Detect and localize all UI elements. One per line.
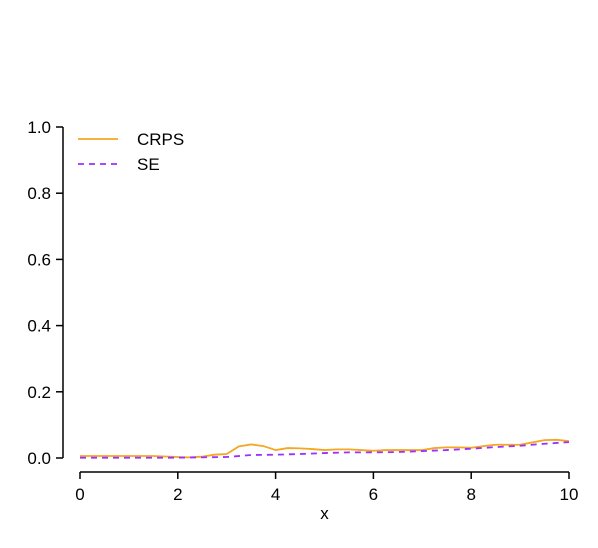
legend-label-se: SE — [137, 155, 160, 174]
series-line-crps — [80, 438, 570, 459]
series-line-se — [80, 441, 570, 459]
y-tick-label: 0.8 — [27, 184, 51, 203]
x-tick-label: 8 — [466, 485, 475, 504]
y-tick-label: 0.6 — [27, 250, 51, 269]
series-layer — [80, 438, 570, 459]
y-axis: 0.0 0.2 0.4 0.6 0.8 1.0 — [27, 118, 64, 468]
x-tick-label: 4 — [271, 485, 280, 504]
x-tick-label: 6 — [369, 485, 378, 504]
y-tick-label: 0.4 — [27, 317, 51, 336]
y-tick-label: 1.0 — [27, 118, 51, 137]
x-tick-label: 10 — [560, 485, 579, 504]
legend: CRPS SE — [78, 130, 184, 174]
x-axis: 0 2 4 6 8 10 — [75, 471, 579, 504]
x-tick-label: 0 — [75, 485, 84, 504]
legend-label-crps: CRPS — [137, 130, 184, 149]
x-tick-label: 2 — [173, 485, 182, 504]
y-tick-label: 0.0 — [27, 449, 51, 468]
y-tick-label: 0.2 — [27, 383, 51, 402]
x-axis-label: x — [320, 504, 329, 523]
